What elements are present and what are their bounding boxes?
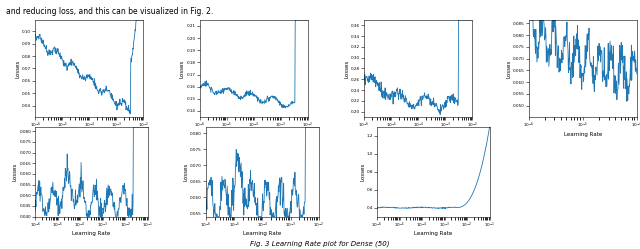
- X-axis label: Learning Rate: Learning Rate: [70, 132, 108, 137]
- Text: and reducing loss, and this can be visualized in Fig. 2.: and reducing loss, and this can be visua…: [6, 7, 214, 16]
- Y-axis label: Losses: Losses: [180, 59, 185, 78]
- Y-axis label: Losses: Losses: [15, 59, 20, 78]
- X-axis label: Learning Rate: Learning Rate: [399, 132, 437, 137]
- Y-axis label: Losses: Losses: [344, 59, 349, 78]
- Y-axis label: Losses: Losses: [13, 163, 18, 181]
- Y-axis label: Losses: Losses: [184, 163, 189, 181]
- Y-axis label: Losses: Losses: [360, 163, 365, 181]
- X-axis label: Learning Rate: Learning Rate: [235, 132, 273, 137]
- X-axis label: Learning Rate: Learning Rate: [414, 232, 452, 237]
- X-axis label: Learning Rate: Learning Rate: [72, 232, 111, 237]
- X-axis label: Learning Rate: Learning Rate: [564, 132, 602, 137]
- Text: Fig. 3 Learning Rate plot for Dense (50): Fig. 3 Learning Rate plot for Dense (50): [250, 240, 390, 247]
- Y-axis label: Losses: Losses: [506, 59, 511, 78]
- X-axis label: Learning Rate: Learning Rate: [243, 232, 282, 237]
